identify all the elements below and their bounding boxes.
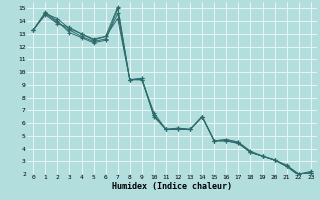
X-axis label: Humidex (Indice chaleur): Humidex (Indice chaleur) — [112, 182, 232, 191]
